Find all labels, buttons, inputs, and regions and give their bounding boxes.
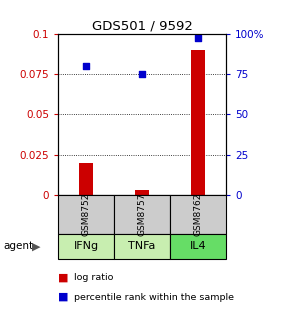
Text: agent: agent [3, 241, 33, 251]
Bar [135, 190, 149, 195]
Point [140, 71, 144, 77]
Bar [79, 163, 93, 195]
Text: TNFa: TNFa [128, 241, 156, 251]
Text: GSM8752: GSM8752 [81, 193, 90, 236]
Text: GSM8762: GSM8762 [194, 193, 203, 236]
Text: ▶: ▶ [32, 241, 41, 251]
Text: ■: ■ [58, 292, 68, 302]
Text: log ratio: log ratio [74, 273, 113, 282]
Point [84, 63, 88, 69]
Bar [191, 50, 205, 195]
Text: IL4: IL4 [190, 241, 206, 251]
Title: GDS501 / 9592: GDS501 / 9592 [92, 19, 193, 33]
Text: percentile rank within the sample: percentile rank within the sample [74, 293, 234, 301]
Text: GSM8757: GSM8757 [137, 193, 147, 236]
Text: IFNg: IFNg [73, 241, 99, 251]
Point [196, 36, 200, 41]
Text: ■: ■ [58, 272, 68, 283]
